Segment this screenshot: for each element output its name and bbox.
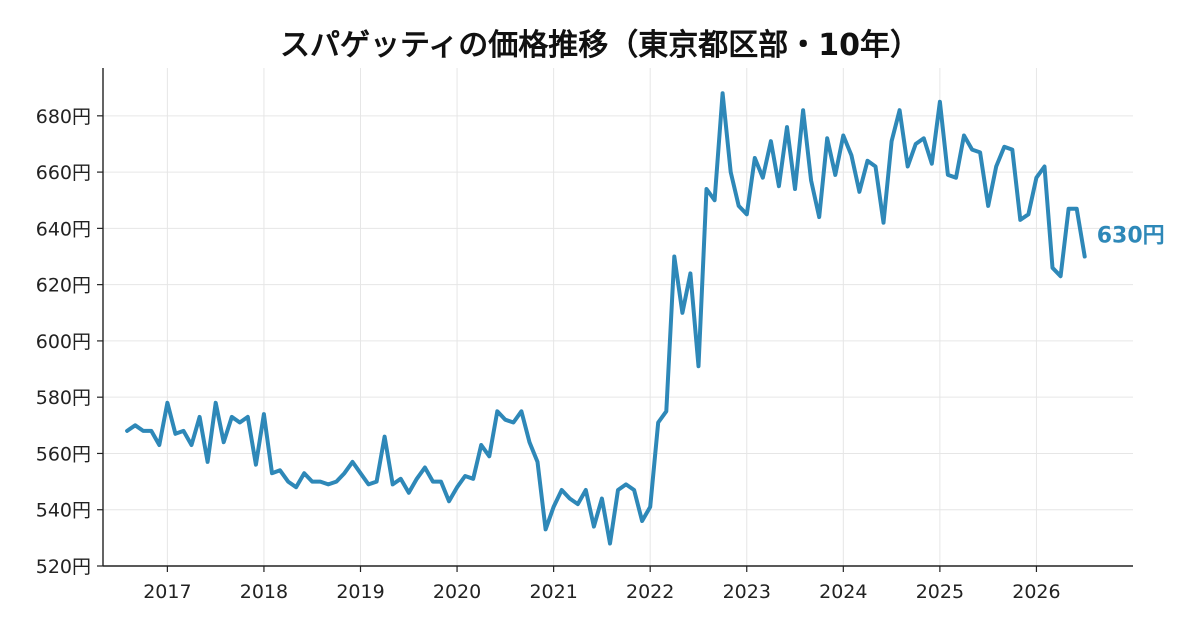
end-value-label: 630円: [1097, 224, 1165, 249]
axes: [97, 68, 1133, 572]
x-tick-label: 2019: [336, 581, 384, 603]
y-tick-label: 560円: [36, 443, 91, 465]
y-tick-label: 540円: [36, 500, 91, 522]
y-tick-label: 600円: [36, 331, 91, 353]
chart-title: スパゲッティの価格推移（東京都区部・10年）: [280, 28, 920, 63]
x-tick-label: 2023: [723, 581, 771, 603]
tick-labels: 520円 540円 560円 580円 600円 620円 640円 660円 680円 2017…: [36, 106, 1165, 603]
x-tick-label: 2025: [916, 581, 964, 603]
price-series-line: [125, 91, 1087, 546]
y-tick-label: 680円: [36, 106, 91, 128]
x-tick-label: 2026: [1012, 581, 1060, 603]
x-tick-label: 2017: [143, 581, 191, 603]
series-layer: [125, 91, 1087, 546]
x-tick-label: 2022: [626, 581, 674, 603]
y-tick-label: 620円: [36, 275, 91, 297]
y-tick-label: 580円: [36, 387, 91, 409]
x-tick-label: 2021: [529, 581, 577, 603]
y-tick-label: 520円: [36, 556, 91, 578]
x-tick-label: 2018: [240, 581, 288, 603]
y-tick-label: 660円: [36, 162, 91, 184]
grid-lines: [103, 68, 1133, 567]
x-tick-label: 2020: [433, 581, 481, 603]
y-tick-label: 640円: [36, 218, 91, 240]
x-tick-label: 2024: [819, 581, 867, 603]
